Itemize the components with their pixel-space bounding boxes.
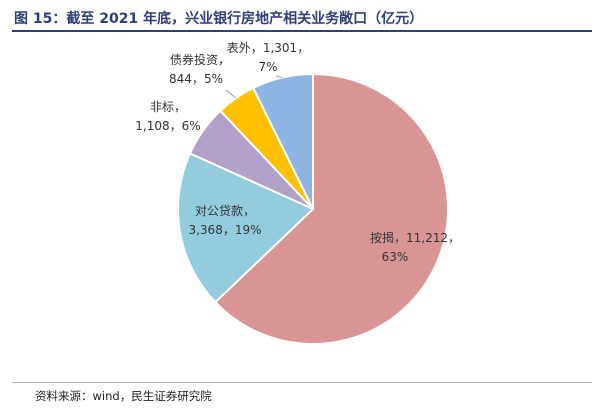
slice-label-anjie-pct: 63% [382,250,409,264]
slice-label-bond-name: 债券投资 [170,52,218,67]
leader-line-offbalance [275,75,283,78]
pie-slice-4 [251,72,314,210]
slice-label-corporate-name: 对公贷款 [195,204,243,218]
title-divider [12,30,592,32]
leader-lines [225,75,283,99]
slice-label-anjie: 按揭，11,212， [370,230,460,245]
figure-title: 图 15：截至 2021 年底，兴业银行房地产相关业务敞口（亿元） [14,11,424,27]
slice-label-nonstandard-name: 非标 [150,100,174,114]
slice-label-nonstandard: 非标， [150,100,186,114]
pie-slice-1 [177,152,315,304]
footer-divider [12,382,592,383]
slice-label-bond: 债券投资， [170,52,230,67]
slice-label-offbalance-pct: 7% [258,60,277,74]
pie-slices [177,72,449,345]
slice-label-corporate: 对公贷款， [195,204,255,218]
slice-label-offbalance: 表外，1,301， [227,41,309,55]
slice-label-nonstandard-value: 1,108，6% [135,119,200,133]
slice-label-corporate-value: 3,368，19% [188,223,261,237]
slice-label-anjie-name: 按揭 [370,230,394,245]
slice-label-anjie-value: 11,212 [406,231,448,245]
source-note: 资料来源：wind，民生证券研究院 [35,389,212,403]
pie-slice-0 [213,72,449,345]
slice-label-offbalance-name: 表外 [227,41,251,55]
slice-label-bond-value: 844，5% [169,72,223,86]
leader-line-bond [225,89,237,99]
